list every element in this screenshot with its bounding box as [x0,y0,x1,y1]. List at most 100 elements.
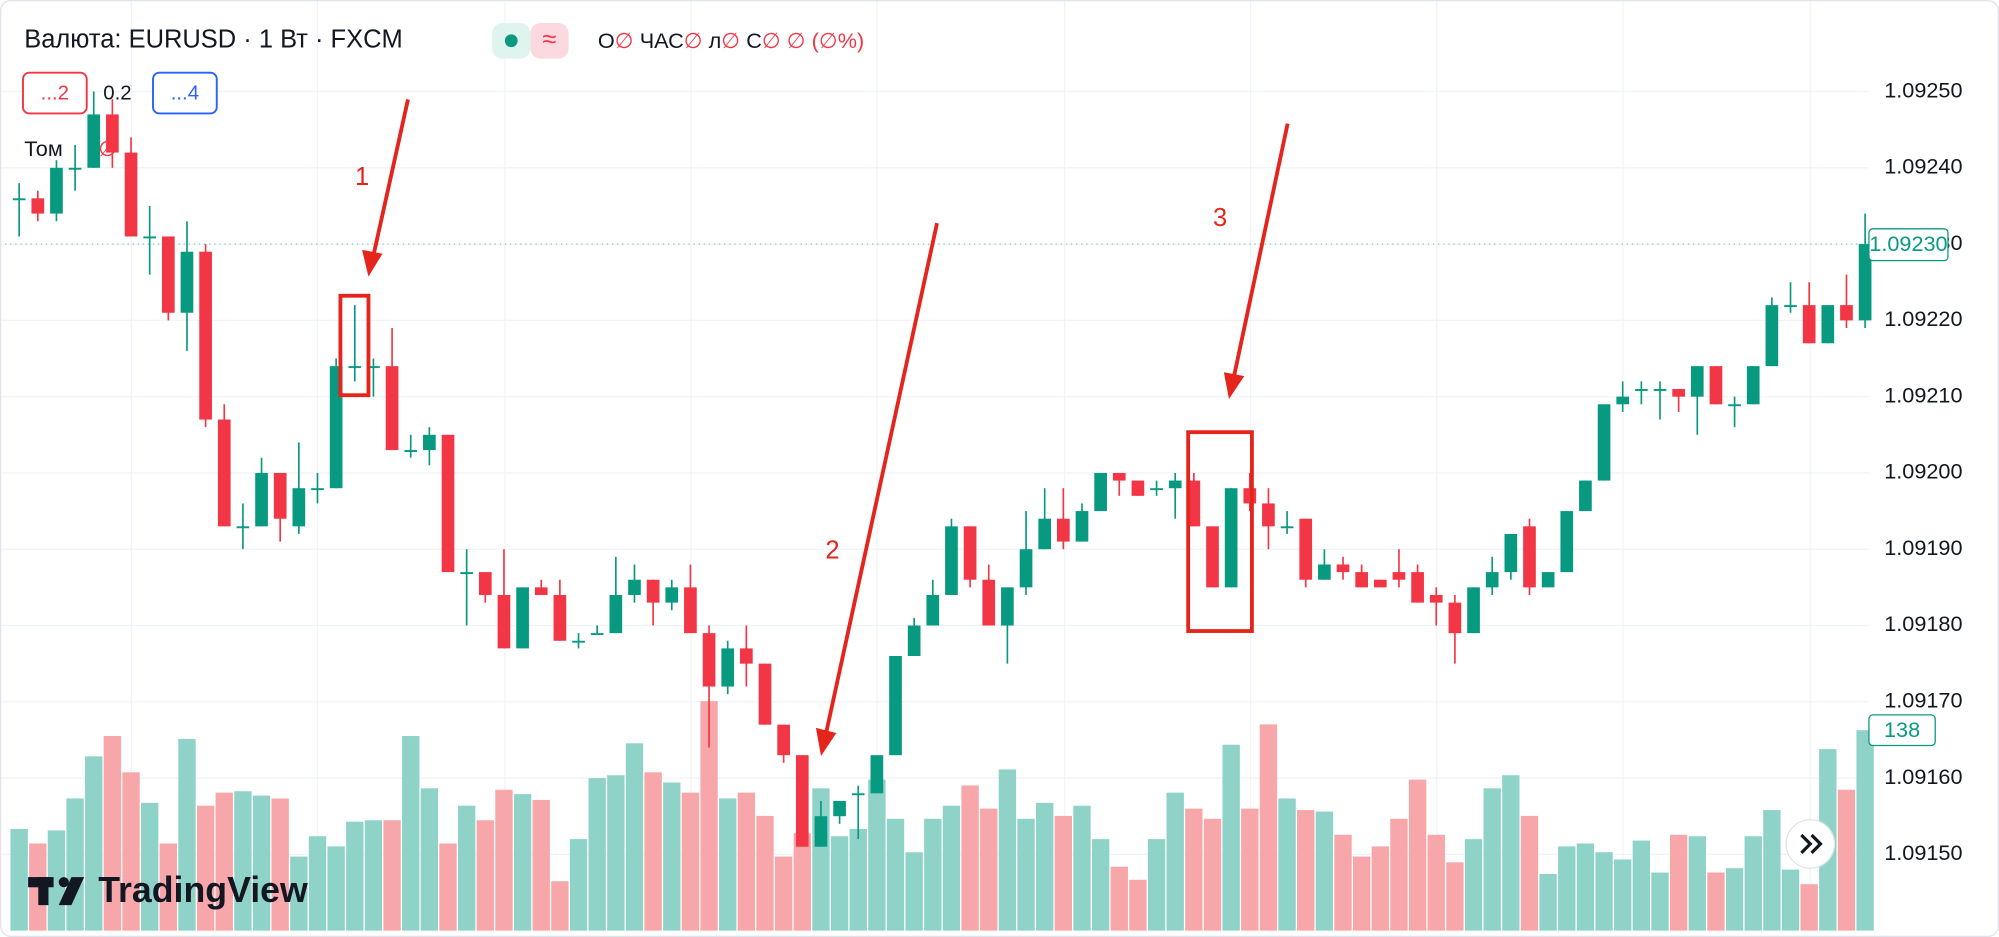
volume-bar [234,791,252,931]
candle-body [516,587,529,649]
volume-bar [1017,818,1035,931]
logo-icon [58,877,85,906]
volume-bar [1800,884,1818,931]
candle-body [1206,526,1219,588]
volume-bar [1408,779,1427,931]
volume-bar [942,805,961,931]
candle-body [1094,472,1107,512]
candle-body [1653,389,1667,391]
candle-body [1429,594,1443,603]
candle-body [161,236,175,313]
candle-body [1392,572,1406,580]
volume-bar [756,815,774,931]
y-tick-label: 1.09150 [1884,840,1962,865]
candle-body [1560,511,1574,573]
volume-bar [551,881,569,931]
candle-body [814,816,828,847]
volume-bar [1502,775,1520,931]
indicator-value: 0.2 [103,83,131,105]
volume-bar [1278,798,1296,931]
volume-bar [1688,836,1706,931]
candle-body [1485,572,1499,588]
volume-bar [178,738,196,931]
candle-body [311,488,324,491]
volume-layer [10,701,1874,931]
volume-bar [1390,818,1408,931]
volume-bar [1352,856,1371,931]
candle-body [367,366,380,369]
arrow-head [362,249,383,277]
volume-bar [476,820,494,931]
chart-title: Валюта: EURUSD · 1 Вт · FXCM [24,26,403,54]
candle-body [423,434,436,451]
volume-bar [66,798,84,931]
candle-body [851,793,865,796]
price-tag-label: 1.09230 [1869,231,1947,256]
candle-body [1467,587,1480,634]
candle-body [348,366,362,369]
volume-bar [793,833,811,931]
candle-body [1504,533,1518,573]
volume-bar [1520,815,1539,931]
volume-bar [327,846,345,931]
volume-bar [271,798,289,931]
y-tick-label: 1.09240 [1884,154,1962,179]
volume-bar [85,756,103,931]
volume-bar [569,839,588,931]
candle-body [665,587,679,603]
volume-bar [1669,834,1688,931]
volume-bar [980,808,998,931]
candle-body [1355,572,1369,588]
candle-body [1019,549,1033,588]
ohlc-value: ∅ [684,28,703,53]
candle-body [1112,472,1126,481]
candle-body [478,572,492,595]
volume-bar [774,856,793,931]
volume-bar [1446,862,1464,931]
volume-bar [1315,811,1334,931]
volume-bar [402,736,420,931]
volume-bar [122,772,140,931]
candle-body [1840,305,1853,321]
logo-text: TradingView [98,870,308,910]
volume-tag [1868,714,1936,747]
candle-body [106,114,119,153]
volume-bar [644,772,662,931]
candle-body [143,236,157,239]
volume-bar [1707,872,1725,931]
volume-bar [849,828,867,931]
candle-body [236,526,250,529]
volume-bar [700,701,718,931]
candle-body [907,625,921,657]
candle-layer [12,91,1872,847]
volume-bar [290,856,308,931]
y-tick-label: 1.09210 [1884,382,1962,407]
candle-body [758,663,772,725]
volume-bar [1614,859,1632,931]
volume-bar [364,820,383,931]
y-tick-label: 1.09180 [1884,611,1962,636]
arrow-head [815,727,837,756]
candle-body [590,633,604,636]
indicator-badge[interactable] [22,71,88,115]
candle-body [404,450,418,452]
volume-bar [868,779,886,931]
candle-body [87,114,101,168]
volume-bar [1185,808,1203,931]
candle-body [1821,305,1835,344]
volume-bar [495,789,513,931]
ohlc-label: О [598,28,615,53]
volume-bar [1558,846,1576,931]
indicator-badge[interactable] [152,71,218,115]
candle-body [1765,305,1779,367]
volume-bar [346,821,364,931]
arrow [824,222,939,734]
candle-body [1579,480,1592,512]
candle-body [1038,518,1052,550]
candle-body [963,526,977,580]
candle-body [833,800,846,817]
candle-body [1131,480,1145,496]
candle-body [124,152,138,237]
arrow [371,99,410,256]
y-tick-label: 1.09160 [1884,764,1962,789]
